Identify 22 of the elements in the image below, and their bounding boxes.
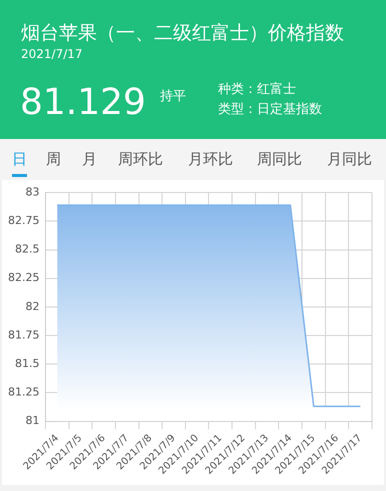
- text: 周环比: [118, 150, 163, 170]
- text: 月: [82, 150, 97, 170]
- y-tick-label: 82: [25, 300, 40, 313]
- y-tick-label: 81.25: [8, 386, 40, 399]
- text: 周: [46, 150, 61, 170]
- text: 类型：日定基指数: [218, 101, 322, 118]
- y-tick-label: 81.5: [14, 356, 40, 370]
- text: 81.129: [20, 82, 146, 123]
- y-tick-label: 82.25: [8, 271, 40, 284]
- text: 周同比: [257, 150, 302, 170]
- text: 日: [12, 150, 27, 177]
- y-tick-label: 82.5: [14, 242, 40, 256]
- y-tick-label: 81.75: [8, 328, 40, 342]
- chart-subtitle: 2021/7/17: [21, 47, 83, 61]
- y-tick-label: 81: [25, 414, 40, 428]
- text: 种类：红富士: [218, 81, 296, 98]
- chart-title: 烟台苹果（一、二级红富士）价格指数: [21, 21, 344, 46]
- text: 月同比: [327, 150, 372, 170]
- text: 月环比: [188, 150, 233, 170]
- y-tick-label: 82.75: [8, 214, 40, 228]
- y-tick-label: 83: [25, 185, 40, 198]
- text: 持平: [160, 88, 186, 105]
